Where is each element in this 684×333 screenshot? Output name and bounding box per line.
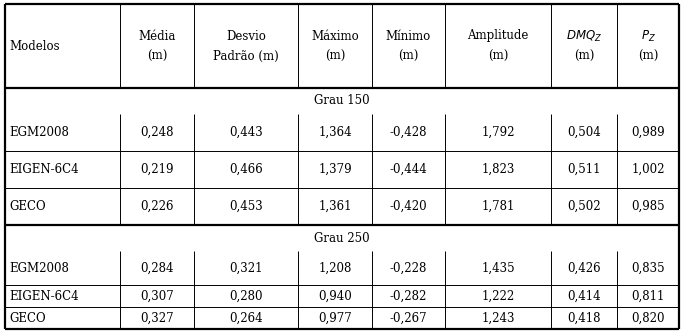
Text: 0,280: 0,280: [229, 289, 263, 302]
Text: 0,504: 0,504: [567, 126, 601, 139]
Text: 1,823: 1,823: [482, 163, 514, 176]
Text: EIGEN-6C4: EIGEN-6C4: [9, 289, 79, 302]
Text: Grau 250: Grau 250: [314, 231, 370, 244]
Text: $DMQ_Z$: $DMQ_Z$: [566, 28, 602, 44]
Text: Média: Média: [138, 30, 176, 43]
Text: 0,414: 0,414: [567, 289, 601, 302]
Text: 0,443: 0,443: [229, 126, 263, 139]
Text: Padrão (m): Padrão (m): [213, 50, 279, 63]
Text: 0,977: 0,977: [318, 311, 352, 324]
Text: 0,989: 0,989: [631, 126, 665, 139]
Text: 0,835: 0,835: [631, 261, 665, 274]
Text: 0,940: 0,940: [318, 289, 352, 302]
Text: -0,267: -0,267: [390, 311, 428, 324]
Text: -0,282: -0,282: [390, 289, 428, 302]
Text: 0,511: 0,511: [567, 163, 601, 176]
Text: (m): (m): [574, 50, 594, 63]
Text: Máximo: Máximo: [311, 30, 359, 43]
Text: (m): (m): [398, 50, 419, 63]
Text: Mínimo: Mínimo: [386, 30, 431, 43]
Text: 1,222: 1,222: [482, 289, 514, 302]
Text: 1,781: 1,781: [482, 200, 514, 213]
Text: 0,502: 0,502: [567, 200, 601, 213]
Text: (m): (m): [488, 50, 508, 63]
Text: 0,453: 0,453: [229, 200, 263, 213]
Text: 1,792: 1,792: [482, 126, 515, 139]
Text: 0,466: 0,466: [229, 163, 263, 176]
Text: -0,420: -0,420: [390, 200, 428, 213]
Text: -0,428: -0,428: [390, 126, 428, 139]
Text: (m): (m): [325, 50, 345, 63]
Text: 0,264: 0,264: [229, 311, 263, 324]
Text: GECO: GECO: [9, 200, 46, 213]
Text: 1,435: 1,435: [481, 261, 515, 274]
Text: 0,219: 0,219: [140, 163, 174, 176]
Text: EGM2008: EGM2008: [9, 126, 69, 139]
Text: 1,208: 1,208: [318, 261, 352, 274]
Text: 0,820: 0,820: [631, 311, 665, 324]
Text: 0,321: 0,321: [229, 261, 263, 274]
Text: $P_Z$: $P_Z$: [640, 28, 655, 44]
Text: 0,426: 0,426: [567, 261, 601, 274]
Text: 0,418: 0,418: [567, 311, 601, 324]
Text: 1,243: 1,243: [482, 311, 515, 324]
Text: 0,327: 0,327: [140, 311, 174, 324]
Text: 1,002: 1,002: [631, 163, 665, 176]
Text: (m): (m): [147, 50, 167, 63]
Text: 0,248: 0,248: [140, 126, 174, 139]
Text: Grau 150: Grau 150: [314, 95, 370, 108]
Text: 0,284: 0,284: [140, 261, 174, 274]
Text: 0,985: 0,985: [631, 200, 665, 213]
Text: EIGEN-6C4: EIGEN-6C4: [9, 163, 79, 176]
Text: 0,307: 0,307: [140, 289, 174, 302]
Text: (m): (m): [637, 50, 658, 63]
Text: 1,361: 1,361: [318, 200, 352, 213]
Text: -0,444: -0,444: [390, 163, 428, 176]
Text: -0,228: -0,228: [390, 261, 428, 274]
Text: Modelos: Modelos: [9, 40, 60, 53]
Text: 0,226: 0,226: [140, 200, 174, 213]
Text: GECO: GECO: [9, 311, 46, 324]
Text: EGM2008: EGM2008: [9, 261, 69, 274]
Text: Amplitude: Amplitude: [467, 30, 529, 43]
Text: Desvio: Desvio: [226, 30, 266, 43]
Text: 1,364: 1,364: [318, 126, 352, 139]
Text: 1,379: 1,379: [318, 163, 352, 176]
Text: 0,811: 0,811: [631, 289, 665, 302]
